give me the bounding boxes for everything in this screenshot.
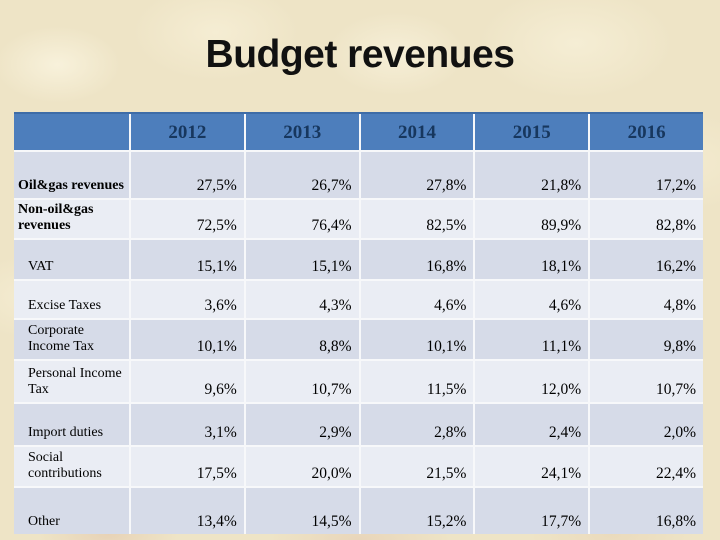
value-cell: 11,1% bbox=[475, 320, 589, 359]
value-cell: 24,1% bbox=[475, 447, 589, 486]
value-cell: 11,5% bbox=[360, 361, 474, 402]
year-header-2015: 2015 bbox=[475, 114, 589, 150]
value-cell: 17,7% bbox=[475, 488, 589, 534]
slide-title: Budget revenues bbox=[205, 33, 515, 76]
table-row: Excise Taxes 3,6% 4,3% 4,6% 4,6% 4,8% bbox=[14, 281, 703, 318]
value-cell: 76,4% bbox=[245, 200, 359, 238]
table-row: Oil&gas revenues 27,5% 26,7% 27,8% 21,8% 17,2… bbox=[14, 152, 703, 198]
value-cell: 16,2% bbox=[590, 240, 703, 279]
row-label: Oil&gas revenues bbox=[14, 152, 129, 198]
value-cell: 4,3% bbox=[245, 281, 359, 318]
table-row: Other 13,4% 14,5% 15,2% 17,7% 16,8% bbox=[14, 488, 703, 534]
value-cell: 2,0% bbox=[590, 404, 703, 445]
table-row: VAT 15,1% 15,1% 16,8% 18,1% 16,2% bbox=[14, 240, 703, 279]
value-cell: 72,5% bbox=[131, 200, 244, 238]
value-cell: 4,8% bbox=[590, 281, 703, 318]
header-corner-cell bbox=[14, 114, 129, 150]
row-label: Excise Taxes bbox=[14, 281, 129, 318]
value-cell: 16,8% bbox=[360, 240, 474, 279]
value-cell: 9,8% bbox=[590, 320, 703, 359]
value-cell: 4,6% bbox=[475, 281, 589, 318]
value-cell: 17,5% bbox=[131, 447, 244, 486]
value-cell: 10,7% bbox=[245, 361, 359, 402]
row-label: Corporate Income Tax bbox=[14, 320, 129, 359]
value-cell: 3,1% bbox=[131, 404, 244, 445]
table-row: Personal Income Tax 9,6% 10,7% 11,5% 12,0% 10… bbox=[14, 361, 703, 402]
value-cell: 13,4% bbox=[131, 488, 244, 534]
value-cell: 26,7% bbox=[245, 152, 359, 198]
value-cell: 8,8% bbox=[245, 320, 359, 359]
row-label: Social contributions bbox=[14, 447, 129, 486]
year-header-2012: 2012 bbox=[131, 114, 244, 150]
table-row: Import duties 3,1% 2,9% 2,8% 2,4% 2,0% bbox=[14, 404, 703, 445]
year-header-2013: 2013 bbox=[245, 114, 359, 150]
year-header-2016: 2016 bbox=[590, 114, 703, 150]
row-label: Import duties bbox=[14, 404, 129, 445]
value-cell: 12,0% bbox=[475, 361, 589, 402]
value-cell: 2,8% bbox=[360, 404, 474, 445]
value-cell: 3,6% bbox=[131, 281, 244, 318]
value-cell: 17,2% bbox=[590, 152, 703, 198]
year-header-2014: 2014 bbox=[360, 114, 474, 150]
value-cell: 9,6% bbox=[131, 361, 244, 402]
value-cell: 14,5% bbox=[245, 488, 359, 534]
value-cell: 21,8% bbox=[475, 152, 589, 198]
budget-revenues-table: 2012 2013 2014 2015 2016 Oil&gas revenues 27,… bbox=[14, 112, 703, 534]
value-cell: 89,9% bbox=[475, 200, 589, 238]
value-cell: 27,8% bbox=[360, 152, 474, 198]
row-label: Non-oil&gas revenues bbox=[14, 200, 129, 238]
value-cell: 27,5% bbox=[131, 152, 244, 198]
table-row: Corporate Income Tax 10,1% 8,8% 10,1% 11,1% 9… bbox=[14, 320, 703, 359]
value-cell: 15,1% bbox=[245, 240, 359, 279]
table-header-row: 2012 2013 2014 2015 2016 bbox=[14, 112, 703, 150]
row-label: VAT bbox=[14, 240, 129, 279]
value-cell: 2,4% bbox=[475, 404, 589, 445]
value-cell: 4,6% bbox=[360, 281, 474, 318]
value-cell: 10,1% bbox=[131, 320, 244, 359]
value-cell: 18,1% bbox=[475, 240, 589, 279]
table-row: Social contributions 17,5% 20,0% 21,5% 24,1%… bbox=[14, 447, 703, 486]
value-cell: 82,8% bbox=[590, 200, 703, 238]
row-label: Other bbox=[14, 488, 129, 534]
value-cell: 10,1% bbox=[360, 320, 474, 359]
value-cell: 15,2% bbox=[360, 488, 474, 534]
value-cell: 22,4% bbox=[590, 447, 703, 486]
value-cell: 82,5% bbox=[360, 200, 474, 238]
value-cell: 10,7% bbox=[590, 361, 703, 402]
value-cell: 2,9% bbox=[245, 404, 359, 445]
value-cell: 20,0% bbox=[245, 447, 359, 486]
value-cell: 15,1% bbox=[131, 240, 244, 279]
value-cell: 21,5% bbox=[360, 447, 474, 486]
value-cell: 16,8% bbox=[590, 488, 703, 534]
row-label: Personal Income Tax bbox=[14, 361, 129, 402]
table-row: Non-oil&gas revenues 72,5% 76,4% 82,5% 89,9%… bbox=[14, 200, 703, 238]
